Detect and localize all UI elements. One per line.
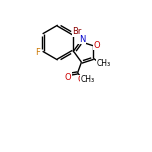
Text: O: O [78, 75, 85, 84]
Text: N: N [79, 35, 85, 44]
Text: CH₃: CH₃ [81, 75, 95, 84]
Text: Br: Br [73, 27, 82, 36]
Text: CH₃: CH₃ [97, 59, 111, 68]
Text: O: O [65, 73, 71, 82]
Text: F: F [35, 48, 40, 57]
Text: O: O [94, 41, 100, 50]
